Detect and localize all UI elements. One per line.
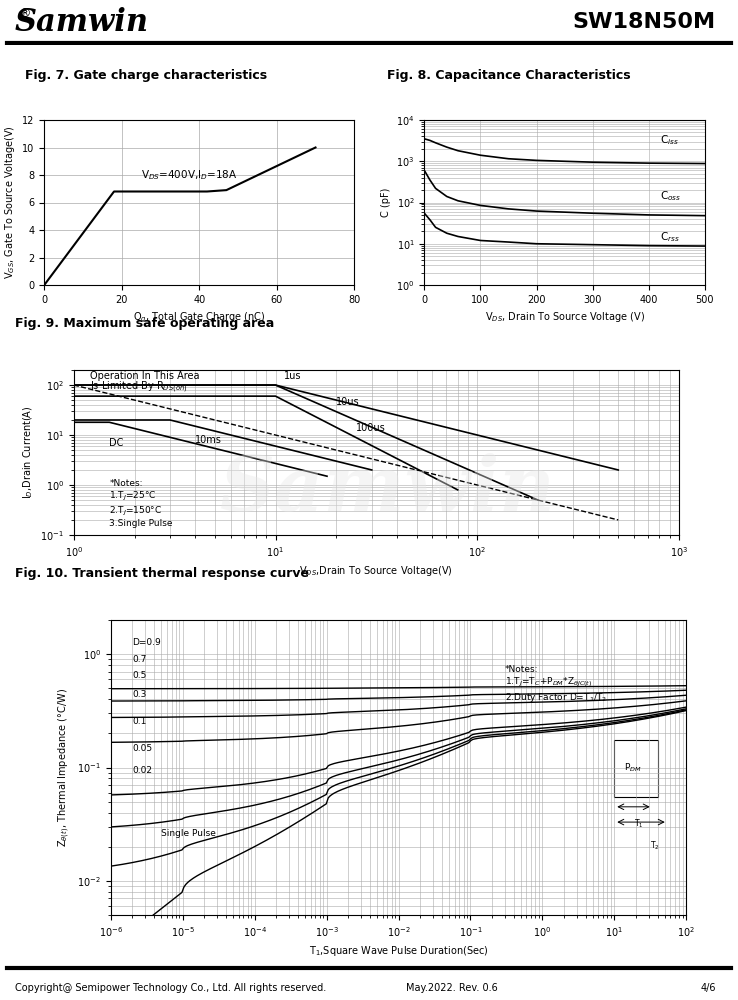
Y-axis label: I$_{D}$,Drain Current(A): I$_{D}$,Drain Current(A)	[21, 406, 35, 499]
Text: 0.1: 0.1	[132, 717, 147, 726]
Text: Is Limited By R$_{DS(on)}$: Is Limited By R$_{DS(on)}$	[90, 380, 187, 395]
Text: ®: ®	[18, 7, 31, 20]
Text: SW18N50M: SW18N50M	[573, 12, 716, 32]
Text: 0.7: 0.7	[132, 655, 147, 664]
Text: Single Pulse: Single Pulse	[161, 829, 216, 838]
Text: 0.02: 0.02	[132, 766, 152, 775]
Text: C$_{rss}$: C$_{rss}$	[660, 230, 680, 244]
X-axis label: V$_{DS}$, Drain To Source Voltage (V): V$_{DS}$, Drain To Source Voltage (V)	[485, 310, 644, 324]
Text: C$_{oss}$: C$_{oss}$	[660, 189, 681, 203]
Text: 0.5: 0.5	[132, 671, 147, 680]
Bar	[615, 740, 658, 797]
Text: P$_{DM}$: P$_{DM}$	[624, 761, 641, 774]
Text: Samwin: Samwin	[220, 453, 555, 527]
Text: Fig. 8. Capacitance Characteristics: Fig. 8. Capacitance Characteristics	[387, 70, 631, 83]
X-axis label: V$_{DS}$,Drain To Source Voltage(V): V$_{DS}$,Drain To Source Voltage(V)	[300, 564, 453, 578]
Y-axis label: V$_{GS}$, Gate To Source Voltage(V): V$_{GS}$, Gate To Source Voltage(V)	[3, 126, 17, 279]
Text: Fig. 10. Transient thermal response curve: Fig. 10. Transient thermal response curv…	[15, 567, 308, 580]
Text: Fig. 9. Maximum safe operating area: Fig. 9. Maximum safe operating area	[15, 317, 274, 330]
Text: DC: DC	[109, 438, 124, 448]
Text: C$_{iss}$: C$_{iss}$	[660, 133, 679, 147]
X-axis label: Q$_{g}$, Total Gate Charge (nC): Q$_{g}$, Total Gate Charge (nC)	[133, 310, 266, 325]
Text: D=0.9: D=0.9	[132, 638, 161, 647]
Text: *Notes:
1.T$_J$=25°C
2.T$_J$=150°C
3.Single Pulse: *Notes: 1.T$_J$=25°C 2.T$_J$=150°C 3.Sin…	[109, 479, 173, 528]
Text: *Notes:
1.T$_J$=T$_C$+P$_{DM}$*Z$_{\theta JC(t)}$
2.Duty Factor D=T$_1$/T$_2$: *Notes: 1.T$_J$=T$_C$+P$_{DM}$*Z$_{\thet…	[505, 665, 607, 704]
Text: 10us: 10us	[337, 397, 360, 407]
Text: 10ms: 10ms	[196, 435, 222, 445]
Text: Fig. 7. Gate charge characteristics: Fig. 7. Gate charge characteristics	[25, 70, 267, 83]
Text: T$_1$: T$_1$	[635, 817, 644, 830]
Y-axis label: Z$_{\theta(t)}$, Thermal Impedance (°C/W): Z$_{\theta(t)}$, Thermal Impedance (°C/W…	[56, 688, 72, 847]
Text: 4/6: 4/6	[700, 983, 716, 993]
X-axis label: T$_1$,Square Wave Pulse Duration(Sec): T$_1$,Square Wave Pulse Duration(Sec)	[308, 944, 489, 958]
Text: V$_{DS}$=400V,I$_{D}$=18A: V$_{DS}$=400V,I$_{D}$=18A	[141, 168, 238, 182]
Text: Operation In This Area: Operation In This Area	[90, 371, 199, 381]
Text: 0.3: 0.3	[132, 690, 147, 699]
Text: T$_2$: T$_2$	[649, 840, 659, 852]
Text: Copyright@ Semipower Technology Co., Ltd. All rights reserved.: Copyright@ Semipower Technology Co., Ltd…	[15, 983, 326, 993]
Text: 0.05: 0.05	[132, 744, 153, 753]
Text: May.2022. Rev. 0.6: May.2022. Rev. 0.6	[406, 983, 497, 993]
Text: Samwin: Samwin	[15, 7, 149, 38]
Y-axis label: C (pF): C (pF)	[381, 188, 390, 217]
Text: 100us: 100us	[356, 423, 385, 433]
Text: 1us: 1us	[284, 371, 301, 381]
